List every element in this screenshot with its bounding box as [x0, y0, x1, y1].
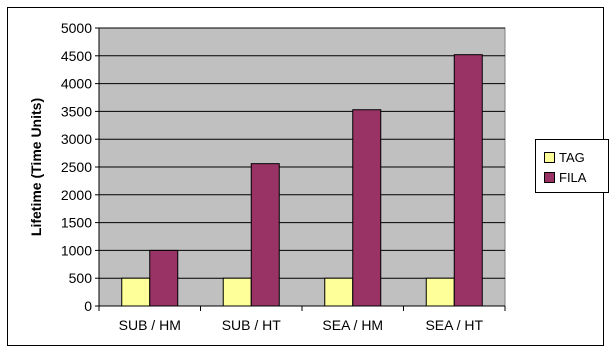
bar-chart: 0 500 1000 1500 2000 2500 3000 3500 4000 4500 5000… [28, 20, 506, 333]
bar-fila [453, 54, 483, 307]
y-tick-label: 1000 [61, 242, 92, 258]
y-tick-label: 4500 [61, 48, 92, 64]
y-tick-label: 2000 [61, 187, 92, 203]
x-tick-label: SEA / HM [322, 317, 383, 333]
x-tick-label: SEA / HT [425, 317, 483, 333]
bar-tag [324, 277, 354, 307]
legend-label-tag: TAG [559, 149, 585, 165]
y-tick-label: 0 [84, 298, 92, 314]
bar-tag [121, 277, 151, 307]
bar-tag [222, 277, 252, 307]
chart-frame: 0 500 1000 1500 2000 2500 3000 3500 4000 4500 5000… [7, 7, 609, 346]
legend: TAG FILA [535, 139, 609, 193]
legend-item-tag: TAG [544, 149, 585, 165]
bar-fila [250, 163, 280, 307]
legend-swatch-fila [544, 171, 555, 183]
y-tick-label: 5000 [61, 20, 92, 36]
bar-fila [149, 249, 179, 307]
legend-swatch-tag [544, 151, 555, 163]
legend-item-fila: FILA [544, 169, 586, 185]
y-axis-label: Lifetime (Time Units) [28, 98, 44, 236]
x-tick-label: SUB / HT [222, 317, 282, 333]
legend-label-fila: FILA [559, 169, 587, 185]
y-tick-label: 3000 [61, 131, 92, 147]
bar-tag [425, 277, 455, 307]
y-tick-label: 3500 [61, 103, 92, 119]
y-tick-label: 500 [69, 270, 93, 286]
y-tick-label: 2500 [61, 159, 92, 175]
y-tick-label: 4000 [61, 76, 92, 92]
x-tick-label: SUB / HM [119, 317, 181, 333]
y-tick-label: 1500 [61, 215, 92, 231]
bar-fila [352, 109, 382, 307]
